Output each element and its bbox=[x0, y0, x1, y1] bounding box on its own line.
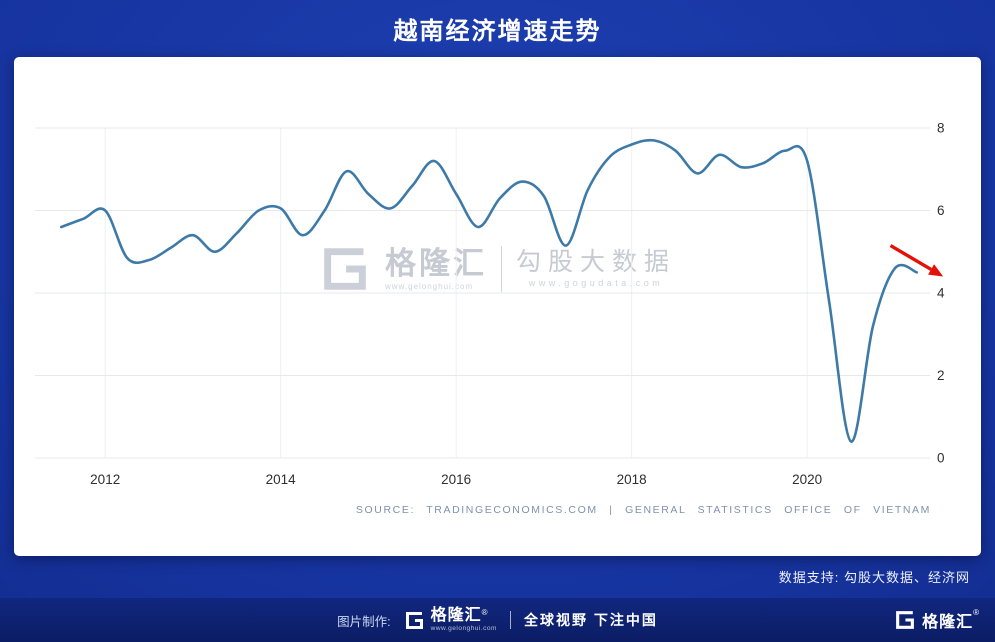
y-axis-label: 8 bbox=[937, 121, 945, 136]
chart-card: 格隆汇 www.gelonghui.com 勾股大数据 www.gogudata… bbox=[14, 57, 981, 556]
footer-logo-text: 格隆汇 ® www.gelonghui.com bbox=[430, 606, 497, 633]
footer-brand-url: www.gelonghui.com bbox=[430, 624, 497, 632]
y-axis-label: 4 bbox=[937, 286, 945, 301]
page-title: 越南经济增速走势 bbox=[393, 18, 602, 45]
footer-bar: 图片制作: 格隆汇 ® www.gelonghui.com 全球视野 下注中国 bbox=[0, 598, 995, 642]
gelonghui-footer-logo: 格隆汇 ® www.gelonghui.com bbox=[404, 606, 497, 633]
gelonghui-logo-icon bbox=[896, 611, 914, 629]
source-note: SOURCE: TRADINGECONOMICS.COM | GENERAL S… bbox=[355, 504, 931, 516]
gelonghui-logo-icon bbox=[405, 611, 423, 629]
line-chart: 2012 2014 2016 2018 2020 8 6 4 2 0 bbox=[35, 121, 945, 487]
decline-arrow-head bbox=[928, 264, 944, 277]
data-support-note: 数据支持: 勾股大数据、经济网 bbox=[778, 570, 970, 585]
x-axis-label: 2018 bbox=[617, 472, 647, 487]
y-axis-label: 2 bbox=[937, 368, 945, 383]
y-axis-label: 6 bbox=[937, 203, 945, 218]
corner-brand-name: 格隆汇 bbox=[922, 614, 974, 631]
footer-brand-name: 格隆汇 bbox=[430, 606, 482, 624]
gelonghui-corner-logo: 格隆汇 ® bbox=[894, 598, 979, 642]
footer-center: 图片制作: 格隆汇 ® www.gelonghui.com 全球视野 下注中国 bbox=[337, 606, 658, 633]
x-axis-label: 2016 bbox=[441, 472, 471, 487]
trend-line bbox=[60, 138, 919, 443]
y-axis-label: 0 bbox=[937, 451, 945, 466]
footer-slogan: 全球视野 下注中国 bbox=[523, 612, 658, 628]
x-axis-label: 2012 bbox=[90, 472, 120, 487]
registered-mark: ® bbox=[973, 608, 979, 617]
decline-arrow-shaft bbox=[889, 244, 932, 271]
registered-mark: ® bbox=[481, 607, 488, 617]
x-axis-label: 2014 bbox=[266, 472, 297, 487]
footer-divider bbox=[509, 611, 511, 629]
made-by-label: 图片制作: bbox=[337, 614, 391, 629]
x-axis-label: 2020 bbox=[792, 472, 822, 487]
